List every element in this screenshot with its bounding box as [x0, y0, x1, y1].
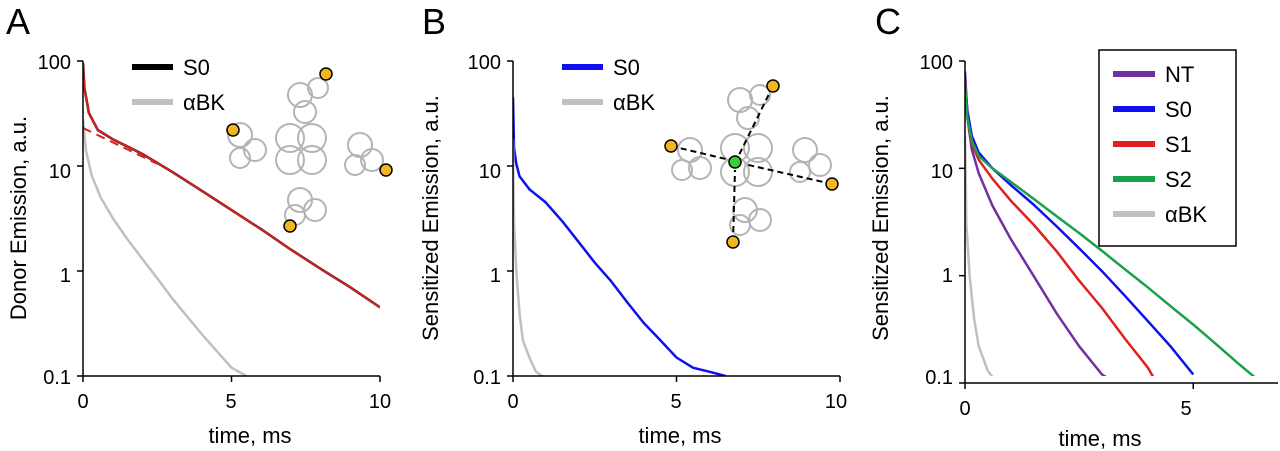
panel-b-y-tick-0-1: 0.1	[473, 367, 501, 389]
panel-c-legend-label-s2: S2	[1165, 167, 1192, 192]
panel-b-series-s0-0	[513, 97, 726, 376]
panel-c-x-tick-0: 0	[959, 398, 970, 420]
panel-a-y-tick-0-1: 0.1	[43, 367, 71, 389]
panel-c-x-axis-label: time, ms	[1058, 426, 1141, 451]
panel-c-x-tick-5: 5	[1180, 398, 1191, 420]
panel-c: C 100 10 1 0.1 0 5 time, ms Sensitized E…	[868, 1, 1278, 451]
panel-b-y-tick-1: 1	[490, 265, 501, 287]
panel-c-series-bk-4	[965, 135, 994, 376]
panel-b-y-axis-label: Sensitized Emission, a.u.	[418, 95, 443, 341]
panel-c-legend-label-nt: NT	[1165, 62, 1194, 87]
panel-a-y-tick-10: 10	[49, 161, 71, 183]
panel-c-y-tick-0-1: 0.1	[925, 367, 953, 389]
panel-a-series-fit-2	[83, 63, 380, 309]
panel-c-letter: C	[875, 1, 901, 42]
panel-b-letter: B	[422, 1, 446, 42]
panel-b-x-tick-0: 0	[507, 391, 518, 413]
panel-a-x-tick-0: 0	[77, 391, 88, 413]
panel-a-ticks	[77, 60, 381, 382]
panel-c-legend-label-s0: S0	[1165, 97, 1192, 122]
panel-a-legend-label-abk: αBK	[183, 90, 225, 115]
panel-b-x-tick-5: 5	[670, 391, 681, 413]
panel-a-y-tick-1: 1	[60, 265, 71, 287]
panel-c-legend-label-s1: S1	[1165, 132, 1192, 157]
panel-a-letter: A	[6, 1, 30, 42]
panel-a: A 100 10 1 0.1 0 5 10 time, ms Donor Emi…	[6, 1, 393, 448]
panel-c-y-axis-label: Sensitized Emission, a.u.	[868, 95, 893, 341]
panel-c-y-tick-10: 10	[931, 161, 953, 183]
panel-b-ticks	[507, 60, 841, 382]
panel-b-x-axis-label: time, ms	[638, 423, 721, 448]
panel-c-series-s2-3	[965, 84, 1256, 376]
panel-a-legend-label-s0: S0	[183, 55, 210, 80]
panel-c-ticks	[959, 60, 1195, 389]
panel-b-y-tick-10: 10	[479, 161, 501, 183]
panel-b-y-tick-100: 100	[468, 52, 501, 74]
panel-b-series-bk-1	[513, 139, 544, 376]
panel-c-series-group	[965, 71, 1256, 376]
panel-b-acceptor-marker	[728, 155, 742, 169]
panel-a-series-group	[83, 63, 380, 376]
panel-b-protein-structure-illustration	[671, 84, 832, 236]
panel-a-x-axis-label: time, ms	[208, 423, 291, 448]
panel-b: B 100 10 1 0.1 0 5 10 time, ms Sensitize…	[418, 1, 847, 448]
panel-a-series-s0-0	[83, 63, 380, 309]
panel-c-series-nt-0	[965, 71, 1107, 376]
panel-a-y-tick-100: 100	[38, 52, 71, 74]
panel-a-protein-structure-illustration	[227, 77, 384, 226]
panel-a-x-tick-10: 10	[369, 391, 391, 413]
panel-c-legend-label-abk: αBK	[1165, 202, 1207, 227]
panel-b-transfer-arrows	[670, 85, 833, 243]
panel-a-donor-markers	[226, 67, 393, 233]
panel-a-x-tick-5: 5	[225, 391, 236, 413]
panel-c-y-tick-100: 100	[920, 52, 953, 74]
panel-b-donor-markers	[664, 79, 839, 249]
panel-b-legend-label-abk: αBK	[613, 90, 655, 115]
panel-a-series-fit-dashed-3	[83, 127, 158, 165]
panel-a-y-axis-label: Donor Emission, a.u.	[6, 116, 31, 320]
panel-c-y-tick-1: 1	[942, 265, 953, 287]
panel-c-series-s0-1	[965, 77, 1195, 376]
panel-b-series-group	[513, 97, 726, 376]
panel-a-series-bk-1	[83, 118, 248, 376]
panel-b-legend-label-s0: S0	[613, 55, 640, 80]
panel-b-x-tick-10: 10	[825, 391, 847, 413]
